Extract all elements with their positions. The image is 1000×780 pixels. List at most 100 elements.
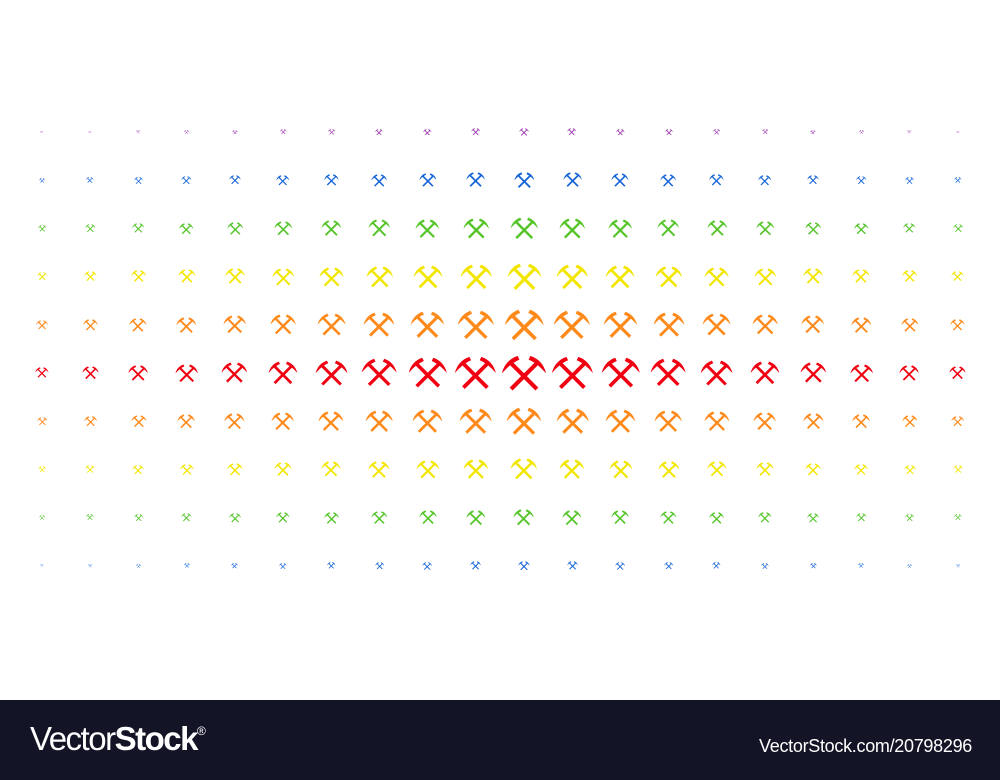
crossed-hammers-icon: [567, 561, 578, 570]
crossed-hammers-icon: [227, 222, 244, 235]
crossed-hammers-icon: [519, 128, 529, 136]
crossed-hammers-icon: [131, 270, 146, 282]
crossed-hammers-icon: [375, 129, 383, 135]
crossed-hammers-icon: [134, 177, 143, 184]
crossed-hammers-icon: [279, 563, 287, 569]
crossed-hammers-icon: [611, 173, 629, 187]
crossed-hammers-icon: [856, 513, 867, 522]
crossed-hammers-icon: [324, 174, 339, 186]
crossed-hammers-icon: [36, 320, 48, 330]
crossed-hammers-icon: [559, 218, 586, 239]
crossed-hammers-icon: [224, 413, 245, 430]
crossed-hammers-icon: [175, 364, 198, 383]
crossed-hammers-icon: [801, 315, 824, 334]
crossed-hammers-icon: [276, 512, 290, 523]
crossed-hammers-icon: [904, 465, 916, 475]
crossed-hammers-icon: [518, 561, 530, 571]
crossed-hammers-icon: [850, 364, 873, 383]
crossed-hammers-icon: [274, 462, 292, 476]
crossed-hammers-icon: [905, 177, 914, 184]
crossed-hammers-icon: [470, 561, 481, 570]
crossed-hammers-icon: [562, 510, 582, 526]
crossed-hammers-icon: [315, 360, 348, 386]
crossed-hammers-icon: [510, 217, 539, 240]
crossed-hammers-icon: [758, 175, 771, 186]
crossed-hammers-icon: [851, 317, 872, 334]
crossed-hammers-icon: [180, 464, 194, 475]
crossed-hammers-icon: [272, 268, 295, 286]
crossed-hammers-icon: [419, 510, 437, 525]
crossed-hammers-icon: [665, 129, 673, 135]
vectorstock-logo: VectorStock®: [30, 720, 206, 758]
crossed-hammers-icon: [954, 177, 962, 183]
crossed-hammers-icon: [700, 360, 733, 386]
crossed-hammers-icon: [858, 563, 864, 568]
crossed-hammers-icon: [131, 415, 147, 428]
crossed-hammers-icon: [416, 460, 440, 479]
crossed-hammers-icon: [903, 223, 916, 233]
crossed-hammers-icon: [471, 128, 480, 136]
crossed-hammers-icon: [753, 412, 776, 431]
crossed-hammers-icon: [762, 129, 769, 134]
crossed-hammers-icon: [664, 562, 673, 570]
crossed-hammers-icon: [702, 313, 731, 336]
crossed-hammers-icon: [605, 265, 635, 289]
crossed-hammers-icon: [901, 318, 919, 332]
crossed-hammers-icon: [807, 175, 819, 185]
crossed-hammers-icon: [361, 358, 397, 387]
crossed-hammers-icon: [136, 564, 141, 568]
crossed-hammers-icon: [953, 465, 963, 473]
crossed-hammers-icon: [902, 415, 918, 428]
image-url: VectorStock.com/20798296: [759, 736, 972, 756]
crossed-hammers-icon: [752, 314, 778, 335]
crossed-hammers-icon: [951, 416, 964, 427]
crossed-hammers-icon: [615, 562, 625, 570]
crossed-hammers-icon: [412, 409, 443, 434]
crossed-hammers-icon: [653, 312, 685, 338]
crossed-hammers-icon: [805, 463, 821, 476]
crossed-hammers-icon: [229, 513, 241, 523]
crossed-hammers-icon: [84, 271, 97, 281]
crossed-hammers-icon: [907, 564, 912, 568]
crossed-hammers-icon: [907, 130, 911, 134]
crossed-hammers-icon: [410, 311, 445, 339]
crossed-hammers-icon: [553, 310, 591, 340]
crossed-hammers-icon: [660, 174, 676, 187]
crossed-hammers-icon: [654, 410, 682, 433]
crossed-hammers-icon: [136, 130, 140, 134]
crossed-hammers-icon: [457, 310, 495, 340]
crossed-hammers-icon: [504, 309, 544, 341]
crossed-hammers-icon: [556, 408, 589, 435]
crossed-hammers-icon: [365, 410, 393, 433]
crossed-hammers-icon: [852, 269, 870, 283]
crossed-hammers-icon: [231, 563, 238, 569]
crossed-hammers-icon: [712, 562, 721, 569]
crossed-hammers-icon: [556, 264, 589, 290]
crossed-hammers-icon: [37, 417, 48, 426]
crossed-hammers-icon: [317, 313, 346, 336]
crossed-hammers-icon: [232, 130, 238, 135]
crossed-hammers-icon: [176, 317, 197, 334]
crossed-hammers-icon: [38, 225, 47, 232]
crossed-hammers-icon: [274, 221, 293, 236]
crossed-hammers-icon: [408, 357, 448, 389]
crossed-hammers-icon: [756, 462, 774, 476]
crossed-hammers-icon: [415, 219, 440, 239]
crossed-hammers-icon: [655, 266, 683, 288]
crossed-hammers-icon: [611, 510, 629, 525]
crossed-hammers-icon: [463, 459, 489, 480]
crossed-hammers-icon: [559, 459, 585, 480]
crossed-hammers-icon: [951, 271, 964, 281]
crossed-hammers-icon: [368, 219, 391, 237]
crossed-hammers-icon: [608, 219, 633, 239]
crossed-hammers-icon: [280, 129, 287, 134]
crossed-hammers-icon: [754, 268, 777, 286]
crossed-hammers-icon: [501, 355, 547, 392]
crossed-hammers-icon: [854, 464, 868, 475]
crossed-hammers-icon: [507, 263, 542, 291]
crossed-hammers-icon: [132, 223, 145, 233]
crossed-hammers-icon: [223, 315, 246, 334]
crossed-hammers-icon: [276, 175, 289, 186]
crossed-hammers-icon: [86, 177, 94, 183]
crossed-hammers-icon: [567, 128, 576, 136]
